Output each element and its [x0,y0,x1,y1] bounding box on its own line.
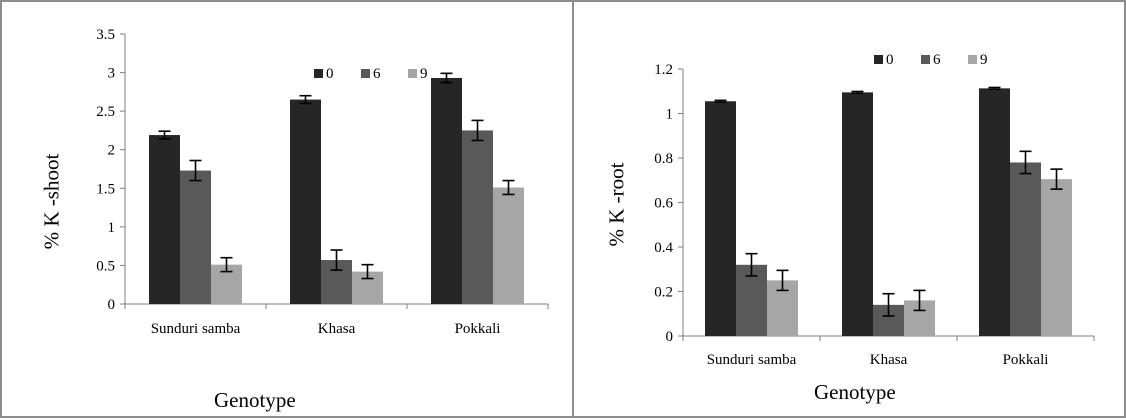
legend-swatch-9 [408,69,417,78]
legend-swatch-0 [874,55,883,64]
y-axis-title: % K -shoot [39,153,64,250]
y-tick-label: 0.2 [654,285,673,301]
legend-swatch-6 [921,55,930,64]
bar-series-0 [979,88,1010,336]
y-tick-label: 0 [108,297,116,313]
y-tick-label: 1.5 [96,181,115,197]
x-tick-label: Pokkali [455,321,501,337]
legend-label-0: 0 [886,52,894,68]
legend-label-6: 6 [933,52,941,68]
y-tick-label: 1 [108,220,116,236]
y-tick-label: 0.8 [654,151,673,167]
k-shoot-chart: 0 0.5 1 1.5 2 2.5 3 3.5 Sunduri samba Khasa Pokkal… [96,27,549,337]
x-axis-title: Genotype [214,388,296,412]
bar-series-6 [462,130,493,304]
y-tick-label: 1 [666,107,674,123]
bar-series-9 [1041,179,1072,336]
legend-label-9: 9 [980,52,988,68]
legend-swatch-6 [361,69,370,78]
legend-swatch-9 [968,55,977,64]
y-tick-label: 1.2 [654,62,673,78]
bar-series-0 [290,99,321,304]
x-tick-label: Khasa [318,321,356,337]
bar-series-6 [180,170,211,304]
y-tick-label: 3.5 [96,27,115,43]
x-tick-label: Khasa [870,352,908,368]
chart-panel-k-root: 0 0.2 0.4 0.6 0.8 1 1.2 Sunduri samba Khasa Pokka… [572,0,1126,418]
bar-series-9 [493,187,524,304]
y-tick-label: 0.4 [654,240,673,256]
y-tick-label: 0.5 [96,258,115,274]
y-tick-label: 0 [666,329,674,345]
x-tick-label: Sunduri samba [707,352,797,368]
x-tick-label: Pokkali [1003,352,1049,368]
y-tick-label: 0.6 [654,196,673,212]
legend-label-9: 9 [420,66,428,82]
y-tick-label: 3 [108,66,116,82]
legend-label-0: 0 [326,66,334,82]
y-tick-label: 2 [108,143,116,159]
bar-series-0 [705,101,736,336]
legend-label-6: 6 [373,66,381,82]
y-tick-label: 2.5 [96,104,115,120]
y-axis-title: % K -root [604,162,629,247]
bar-series-0 [842,92,873,336]
legend-swatch-0 [314,69,323,78]
chart-panel-k-shoot: 0 0.5 1 1.5 2 2.5 3 3.5 Sunduri samba Khasa Pokkal… [0,0,576,418]
bar-series-0 [431,77,462,304]
x-axis-title: Genotype [814,380,896,404]
bar-series-0 [149,135,180,304]
bar-series-6 [1010,162,1041,336]
x-tick-label: Sunduri samba [151,321,241,337]
k-root-chart: 0 0.2 0.4 0.6 0.8 1 1.2 Sunduri samba Khasa Pokka… [654,52,1095,368]
